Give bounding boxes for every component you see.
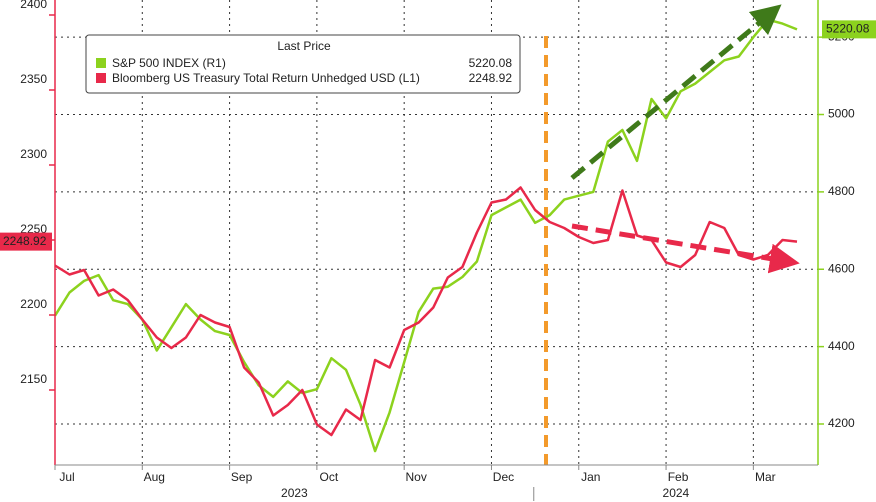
x-tick-label: Jan (581, 470, 600, 484)
series-line (54, 186, 798, 437)
x-tick-label: Aug (144, 470, 165, 484)
y2-tick-label: 5000 (828, 107, 855, 121)
y-tick-label: 2400 (20, 0, 47, 11)
x-tick-label: Feb (668, 470, 689, 484)
trend-arrow-down (571, 223, 800, 274)
y-tick-label: 2150 (20, 372, 47, 386)
legend: Last Price S&P 500 INDEX (R1) 5220.08 Bl… (85, 34, 521, 94)
legend-title: Last Price (277, 39, 331, 53)
last-value-box (0, 232, 52, 251)
legend-value: 2248.92 (469, 71, 513, 85)
year-label: 2024 (663, 486, 690, 500)
year-label: 2023 (281, 486, 308, 500)
y-tick-label: 2200 (20, 297, 47, 311)
plot (53, 18, 798, 453)
last-value-box (822, 20, 876, 39)
last-value-label: 2248.92 (3, 234, 47, 248)
x-tick-label: Sep (231, 470, 253, 484)
legend-box (85, 34, 521, 94)
legend-value: 5220.08 (469, 56, 513, 70)
legend-label: S&P 500 INDEX (R1) (112, 56, 226, 70)
y-tick-label: 2300 (20, 147, 47, 161)
legend-swatch (96, 73, 106, 83)
y2-tick-label: 4800 (828, 184, 855, 198)
y2-tick-label: 4200 (828, 416, 855, 430)
last-value-label: 5220.08 (826, 22, 870, 36)
y-tick-label: 2350 (20, 72, 47, 86)
x-tick-label: Dec (493, 470, 514, 484)
trend-arrow-up (570, 4, 782, 180)
series-line (53, 18, 798, 453)
y2-tick-label: 4400 (828, 339, 855, 353)
legend-swatch (96, 58, 106, 68)
x-tick-label: Nov (406, 470, 427, 484)
legend-label: Bloomberg US Treasury Total Return Unhed… (112, 71, 420, 85)
y2-tick-label: 4600 (828, 261, 855, 275)
x-tick-label: Oct (320, 470, 339, 484)
x-tick-label: Jul (59, 470, 74, 484)
x-tick-label: Mar (755, 470, 776, 484)
